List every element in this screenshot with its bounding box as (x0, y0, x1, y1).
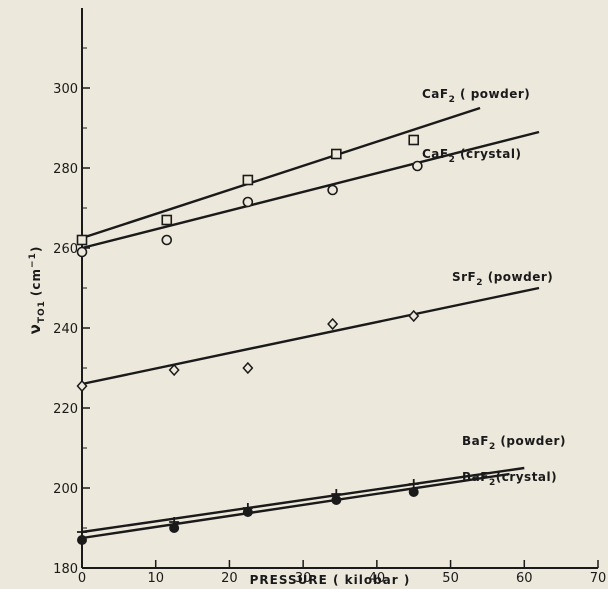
data-point-baf2-crystal (242, 507, 253, 517)
data-point-srf2-powder (327, 317, 339, 331)
series-label-formula: SrF (452, 270, 476, 284)
series-labels: CaF2 ( powder)CaF2 (crystal)SrF2 (powder… (422, 87, 566, 488)
series-label-form: (crystal) (496, 470, 557, 484)
data-point-caf2-powder (242, 174, 254, 186)
y-tick-label: 180 (53, 562, 78, 577)
y-axis-label-unit-close: ) (29, 246, 43, 252)
fit-line-baf2-crystal (81, 472, 510, 540)
axes: 0 10 20 30 40 50 60 70 180 200 220 240 260 280 300 (53, 8, 606, 586)
series-label-subscript: 2 (489, 478, 496, 488)
x-tick-label: 70 (590, 571, 607, 586)
data-point-caf2-powder (76, 234, 88, 246)
data-point-caf2-powder (161, 214, 173, 226)
data-point-baf2-crystal (408, 487, 419, 497)
series-label-formula: BaF (462, 434, 489, 448)
series-label-subscript: 2 (449, 95, 456, 105)
series-label-caf2-crystal: CaF2 (crystal) (422, 147, 521, 165)
series-label-caf2-powder: CaF2 ( powder) (422, 87, 530, 105)
fit-line-caf2-crystal (81, 130, 540, 250)
y-tick-label: 280 (53, 162, 78, 177)
fit-line-srf2-powder (81, 286, 540, 386)
data-point-baf2-crystal (77, 535, 87, 545)
y-tick-label: 300 (53, 82, 78, 97)
x-tick-label: 40 (369, 571, 386, 586)
y-tick-label: 220 (53, 402, 78, 417)
data-point-caf2-crystal (412, 160, 423, 172)
y-axis-label: νTO1 (cm−1) (26, 246, 47, 335)
series-label-form: (powder) (496, 434, 566, 448)
x-tick-label: 50 (442, 571, 459, 586)
data-points (76, 134, 423, 545)
y-axis-label-subscript: TO1 (37, 300, 47, 323)
y-tick-label: 200 (53, 482, 78, 497)
series-label-formula: CaF (422, 147, 449, 161)
fit-lines (81, 106, 540, 540)
y-tick-label: 240 (53, 322, 78, 337)
data-point-srf2-powder (76, 379, 88, 393)
data-point-caf2-crystal (327, 184, 338, 196)
data-point-caf2-powder (331, 148, 342, 160)
series-label-formula: BaF (462, 470, 489, 484)
data-point-caf2-powder (408, 134, 420, 146)
data-point-caf2-crystal (242, 196, 254, 208)
data-point-srf2-powder (242, 361, 254, 375)
y-tick-label: 260 (53, 242, 78, 257)
x-tick-label: 20 (221, 571, 238, 586)
series-label-srf2-powder: SrF2 (powder) (452, 270, 553, 288)
y-axis-label-symbol: ν (26, 323, 44, 334)
data-point-srf2-powder (408, 309, 420, 323)
fit-line-caf2-powder (81, 106, 481, 240)
series-label-subscript: 2 (476, 278, 483, 288)
x-tick-label: 10 (147, 571, 164, 586)
data-point-caf2-crystal (161, 234, 173, 246)
y-axis-label-unit: (cm (29, 268, 43, 296)
series-label-baf2-powder: BaF2 (powder) (462, 434, 566, 452)
fit-line-baf2-powder (81, 466, 525, 534)
data-point-caf2-crystal (76, 246, 88, 258)
x-tick-label: 30 (295, 571, 312, 586)
series-label-subscript: 2 (449, 155, 456, 165)
data-point-baf2-crystal (169, 523, 180, 533)
series-label-subscript: 2 (489, 442, 496, 452)
x-tick-label: 0 (78, 571, 86, 586)
series-label-form: (crystal) (455, 147, 521, 161)
series-label-formula: CaF (422, 87, 449, 101)
x-axis-label: PRESSURE ( kilobar ) (250, 573, 411, 587)
series-label-form: ( powder) (455, 87, 530, 101)
y-axis-label-unit-exponent: −1 (28, 252, 38, 268)
series-label-form: (powder) (483, 270, 553, 284)
x-tick-label: 60 (516, 571, 533, 586)
series-label-baf2-crystal: BaF2(crystal) (462, 470, 557, 488)
data-point-baf2-crystal (331, 495, 342, 505)
data-point-srf2-powder (168, 363, 180, 377)
